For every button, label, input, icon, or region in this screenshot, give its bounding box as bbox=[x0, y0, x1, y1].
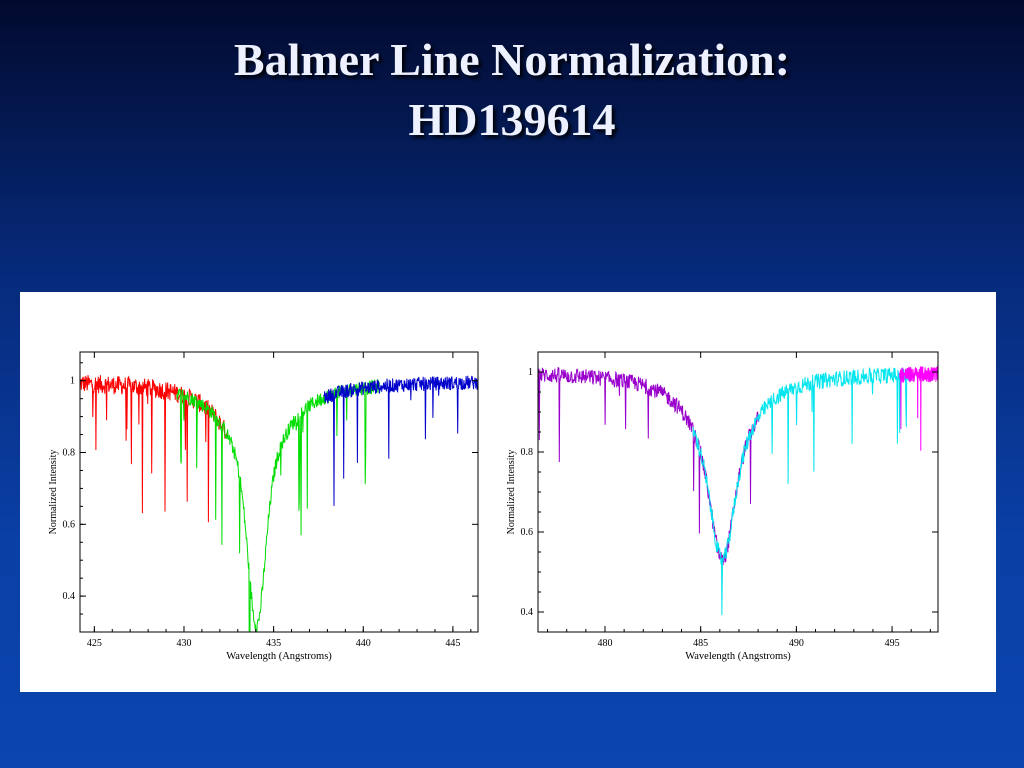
x-axis-label: Wavelength (Angstroms) bbox=[226, 651, 332, 662]
x-tick-label: 440 bbox=[356, 638, 371, 649]
series-line-3 bbox=[899, 365, 938, 451]
series-line-3 bbox=[323, 375, 478, 506]
charts-figure: 425 430 435 440 445 0.4 0.6 0.8 1 Wavelength (Ang… bbox=[48, 351, 939, 662]
series-line-2 bbox=[692, 366, 912, 616]
y-tick-label: 0.4 bbox=[521, 607, 534, 618]
chart-panel: 425 430 435 440 445 0.4 0.6 0.8 1 Wavelength (Ang… bbox=[20, 292, 996, 692]
y-tick-label: 0.4 bbox=[63, 591, 76, 602]
slide-title-line-2: HD139614 bbox=[408, 94, 616, 145]
y-axis-label: Normalized Intensity bbox=[48, 450, 59, 535]
series-line-1 bbox=[538, 367, 759, 566]
y-tick-label: 1 bbox=[70, 376, 75, 387]
x-axis-label: Wavelength (Angstroms) bbox=[685, 651, 791, 662]
y-tick-label: 0.6 bbox=[63, 519, 76, 530]
x-tick-label: 435 bbox=[266, 638, 281, 649]
x-tick-label: 490 bbox=[789, 638, 804, 649]
plot-frame bbox=[537, 351, 939, 633]
y-tick-label: 0.6 bbox=[521, 527, 534, 538]
chart-2: 480 485 490 495 0.4 0.6 0.8 1 Wavelength (Angstr… bbox=[506, 351, 939, 662]
x-tick-label: 445 bbox=[445, 638, 460, 649]
series-group bbox=[538, 365, 938, 616]
x-tick-label: 495 bbox=[885, 638, 900, 649]
series-group bbox=[80, 374, 478, 632]
y-tick-label: 0.8 bbox=[63, 448, 76, 459]
x-tick-label: 485 bbox=[693, 638, 708, 649]
y-tick-label: 1 bbox=[528, 367, 533, 378]
x-tick-label: 430 bbox=[176, 638, 191, 649]
slide-title-line-1: Balmer Line Normalization: bbox=[233, 34, 791, 85]
slide-title: Balmer Line Normalization: HD139614 bbox=[0, 30, 1024, 150]
y-tick-label: 0.8 bbox=[521, 447, 534, 458]
chart-1: 425 430 435 440 445 0.4 0.6 0.8 1 Wavelength (Ang… bbox=[48, 351, 479, 662]
plot-frame bbox=[79, 351, 479, 633]
y-axis-label: Normalized Intensity bbox=[506, 450, 517, 535]
x-tick-label: 480 bbox=[597, 638, 612, 649]
x-tick-label: 425 bbox=[87, 638, 102, 649]
series-line-1 bbox=[80, 374, 228, 523]
